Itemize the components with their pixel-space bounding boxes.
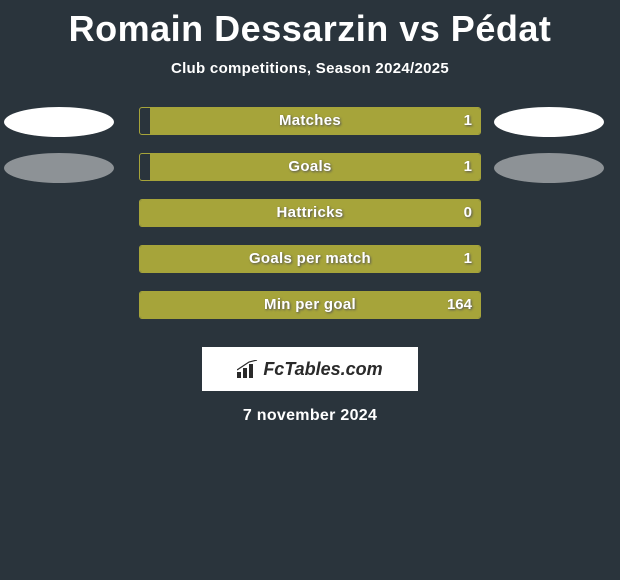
stat-value: 1 <box>464 158 472 175</box>
stat-row: Goals per match 1 <box>0 245 620 291</box>
stat-row: Hattricks 0 <box>0 199 620 245</box>
stats-block: Matches 1 Goals 1 Hattricks 0 Goals per … <box>0 107 620 337</box>
player2-marker <box>494 107 604 137</box>
stat-label: Goals per match <box>140 250 480 267</box>
stat-value: 0 <box>464 204 472 221</box>
stat-bar: Goals per match 1 <box>139 245 481 273</box>
stat-label: Hattricks <box>140 204 480 221</box>
stat-label: Matches <box>140 112 480 129</box>
page-date: 7 november 2024 <box>0 407 620 425</box>
stat-value: 164 <box>447 296 472 313</box>
stat-value: 1 <box>464 112 472 129</box>
stat-bar: Min per goal 164 <box>139 291 481 319</box>
barchart-icon <box>237 360 259 378</box>
stat-row: Min per goal 164 <box>0 291 620 337</box>
stat-label: Goals <box>140 158 480 175</box>
stat-row: Matches 1 <box>0 107 620 153</box>
stat-bar: Hattricks 0 <box>139 199 481 227</box>
site-logo: FcTables.com <box>202 347 418 391</box>
stat-label: Min per goal <box>140 296 480 313</box>
stat-row: Goals 1 <box>0 153 620 199</box>
site-logo-text: FcTables.com <box>237 359 382 380</box>
stat-bar: Matches 1 <box>139 107 481 135</box>
player1-marker <box>4 107 114 137</box>
site-logo-label: FcTables.com <box>263 359 382 380</box>
player2-marker <box>494 153 604 183</box>
stat-value: 1 <box>464 250 472 267</box>
player1-marker <box>4 153 114 183</box>
page-title: Romain Dessarzin vs Pédat <box>0 0 620 50</box>
stat-bar: Goals 1 <box>139 153 481 181</box>
page-subtitle: Club competitions, Season 2024/2025 <box>0 60 620 77</box>
